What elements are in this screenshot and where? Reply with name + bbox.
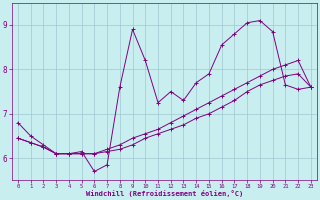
X-axis label: Windchill (Refroidissement éolien,°C): Windchill (Refroidissement éolien,°C)	[86, 190, 243, 197]
